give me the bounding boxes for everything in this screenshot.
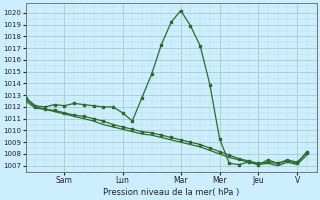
X-axis label: Pression niveau de la mer( hPa ): Pression niveau de la mer( hPa ) [103,188,239,197]
